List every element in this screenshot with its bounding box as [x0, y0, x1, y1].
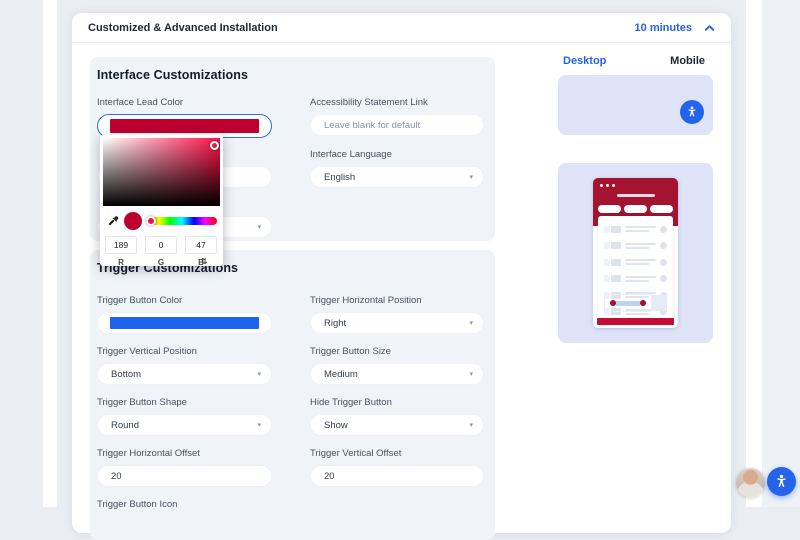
desktop-preview [558, 75, 713, 135]
trigger-vertical-offset-field: Trigger Vertical Offset [310, 448, 484, 487]
trigger-horizontal-position-select[interactable]: Right ▾ [310, 312, 484, 334]
lead-color-swatch [110, 119, 259, 133]
widget-slider [604, 294, 652, 312]
caret-down-icon: ▾ [257, 370, 261, 378]
widget-mockup [593, 178, 678, 328]
hue-slider-handle[interactable] [145, 216, 156, 226]
accessibility-icon [777, 474, 786, 488]
trigger-button-size-select[interactable]: Medium ▾ [310, 363, 484, 385]
trigger-vertical-position-field: Trigger Vertical Position Bottom ▾ [97, 346, 272, 385]
accessibility-widget-button[interactable] [767, 467, 796, 496]
interface-lead-color-field: Interface Lead Color [97, 97, 272, 138]
saturation-cursor-icon[interactable] [210, 141, 219, 150]
caret-down-icon: ▾ [469, 370, 473, 378]
collapse-button[interactable] [704, 24, 715, 32]
trigger-color-swatch [110, 317, 259, 329]
hide-trigger-button-field: Hide Trigger Button Show ▾ [310, 397, 484, 436]
red-label: R [118, 258, 124, 267]
background-strip-right [746, 0, 762, 507]
trigger-button-icon-field: Trigger Button Icon [97, 499, 178, 510]
accessibility-statement-link-pill [310, 114, 484, 136]
caret-down-icon: ▾ [469, 173, 473, 181]
interface-language-field: Interface Language English ▾ [310, 149, 484, 188]
hide-trigger-button-select[interactable]: Show ▾ [310, 414, 484, 436]
background-strip-left [43, 0, 57, 507]
caret-down-icon: ▾ [257, 223, 261, 231]
trigger-customizations-panel: Trigger Customizations Trigger Button Co… [90, 250, 495, 540]
widget-mockup-body [598, 216, 673, 321]
blue-label: B [198, 258, 204, 267]
trigger-button-color-field: Trigger Button Color [97, 295, 272, 334]
trigger-button-shape-field: Trigger Button Shape Round ▾ [97, 397, 272, 436]
user-avatar[interactable] [736, 468, 765, 497]
tab-mobile[interactable]: Mobile [670, 55, 705, 67]
trigger-vertical-position-select[interactable]: Bottom ▾ [97, 363, 272, 385]
caret-down-icon: ▾ [469, 319, 473, 327]
card-title: Customized & Advanced Installation [88, 21, 278, 34]
trigger-button-shape-select[interactable]: Round ▾ [97, 414, 272, 436]
interface-lead-color-input[interactable] [97, 114, 272, 138]
interface-language-label: Interface Language [310, 149, 392, 160]
interface-lead-color-label: Interface Lead Color [97, 97, 184, 108]
caret-down-icon: ▾ [257, 421, 261, 429]
page-right-margin [762, 0, 800, 507]
red-value-input[interactable] [105, 236, 137, 254]
window-dots-icon [600, 184, 615, 187]
trigger-horizontal-offset-input[interactable] [111, 470, 258, 482]
interface-language-value: English [324, 171, 356, 183]
mobile-preview [558, 163, 713, 343]
green-value-input[interactable] [145, 236, 177, 254]
widget-mockup-footer [597, 318, 674, 325]
chevron-up-icon [704, 24, 715, 31]
trigger-horizontal-offset-field: Trigger Horizontal Offset [97, 448, 272, 487]
color-picker-popover: R G B ⇅ [100, 135, 223, 267]
eyedropper-icon[interactable] [107, 215, 119, 227]
current-color-swatch [124, 212, 142, 230]
color-mode-toggle-icon[interactable]: ⇅ [200, 257, 208, 266]
card-header: Customized & Advanced Installation 10 mi… [72, 13, 731, 43]
hue-slider[interactable] [145, 216, 217, 226]
accessibility-icon [688, 106, 696, 117]
trigger-button-size-field: Trigger Button Size Medium ▾ [310, 346, 484, 385]
saturation-area[interactable] [103, 138, 220, 206]
preview-trigger-button [680, 100, 704, 124]
green-label: G [157, 258, 165, 267]
preview-tabs: Desktop Mobile [558, 55, 713, 67]
trigger-vertical-offset-input[interactable] [324, 470, 470, 482]
blue-value-input[interactable] [185, 236, 217, 254]
accessibility-statement-link-label: Accessibility Statement Link [310, 97, 428, 108]
caret-down-icon: ▾ [469, 421, 473, 429]
accessibility-statement-link-field: Accessibility Statement Link [310, 97, 484, 138]
installation-card: Customized & Advanced Installation 10 mi… [72, 13, 731, 540]
trigger-horizontal-position-field: Trigger Horizontal Position Right ▾ [310, 295, 484, 334]
interface-language-select[interactable]: English ▾ [310, 166, 484, 188]
accessibility-statement-link-input[interactable] [324, 119, 470, 131]
trigger-button-color-input[interactable] [97, 312, 272, 334]
tab-desktop[interactable]: Desktop [563, 55, 607, 67]
duration-link[interactable]: 10 minutes [634, 21, 692, 34]
interface-section-title: Interface Customizations [97, 68, 249, 82]
